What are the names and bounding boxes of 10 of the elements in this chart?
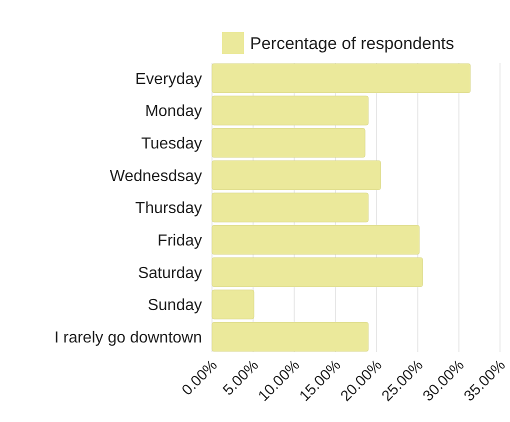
y-tick-label: Tuesday <box>141 135 202 152</box>
y-tick-label: Thursday <box>135 200 202 218</box>
y-tick-label: Everyday <box>135 70 202 88</box>
y-tick-label: Sunday <box>148 297 202 314</box>
y-tick-label: Saturday <box>138 264 202 282</box>
y-tick-label: I rarely go downtown <box>54 329 202 346</box>
y-tick-label: Wednesdsay <box>110 168 202 185</box>
series-label: Percentage of respondents <box>250 34 454 53</box>
y-tick-label: Friday <box>158 232 202 250</box>
y-tick-label: Monday <box>145 103 202 120</box>
